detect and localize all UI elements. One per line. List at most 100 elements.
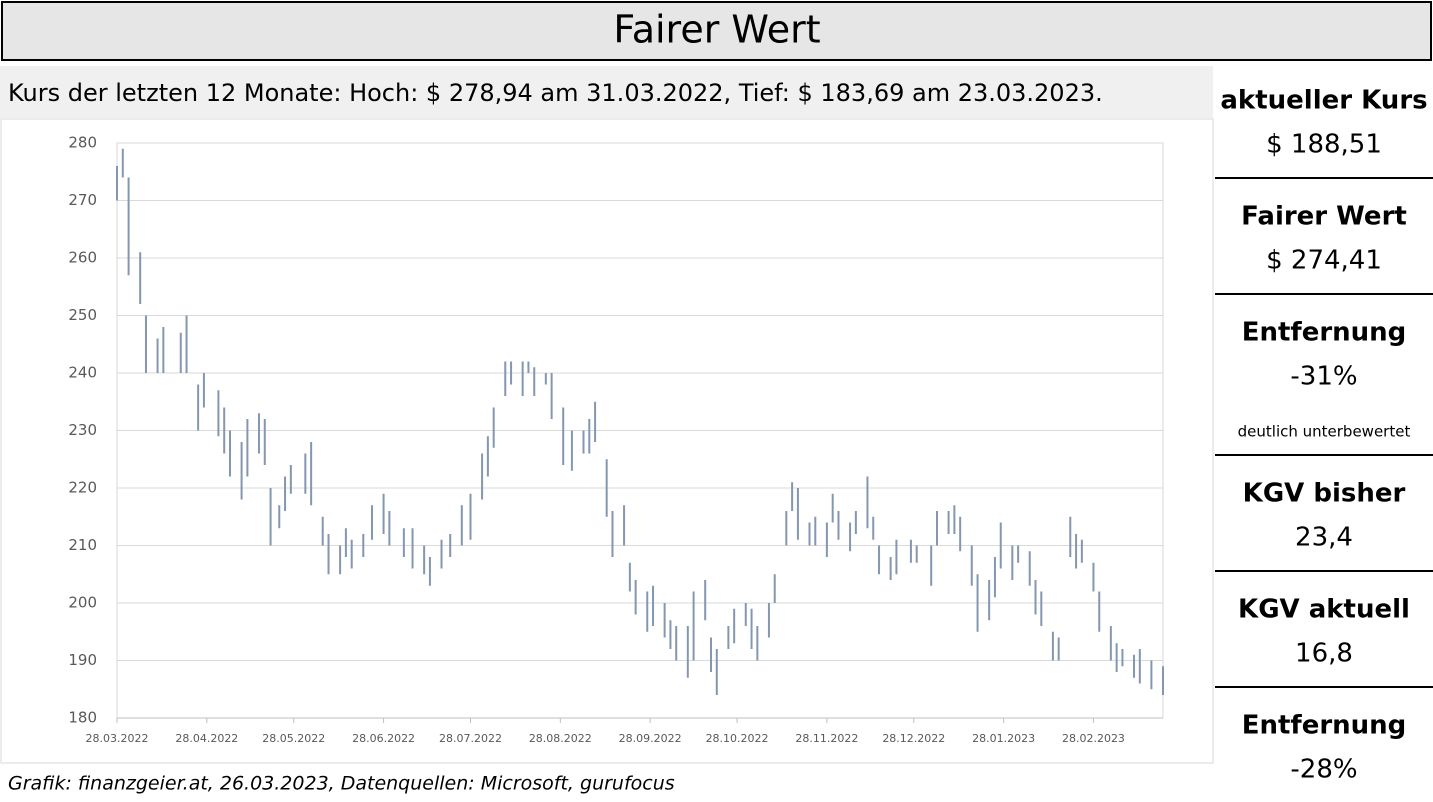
x-tick-label: 28.03.2022 (86, 732, 149, 745)
range-bar (785, 511, 788, 546)
range-bar (959, 516, 962, 552)
range-bar (872, 516, 875, 540)
range-bar (947, 511, 950, 534)
range-bar (350, 539, 353, 569)
range-bar (878, 545, 881, 575)
range-bar (179, 332, 182, 373)
range-bar (402, 528, 405, 557)
y-tick-label: 280 (68, 134, 97, 152)
panel-value: -31% (1290, 362, 1357, 392)
range-bar (411, 528, 414, 569)
range-bar (240, 442, 243, 500)
range-bar (1150, 660, 1153, 690)
range-bar (202, 373, 205, 408)
range-bar (808, 522, 811, 546)
range-bar (144, 315, 147, 373)
x-tick-label: 28.05.2022 (262, 732, 325, 745)
y-tick-label: 240 (68, 364, 97, 382)
range-bar (544, 373, 547, 385)
panel-label: KGV aktuell (1238, 595, 1410, 625)
x-tick-label: 28.12.2022 (882, 732, 945, 745)
x-tick-label: 28.09.2022 (619, 732, 682, 745)
title-box (1, 1, 1432, 61)
range-bar (504, 361, 507, 396)
range-bar (767, 603, 770, 638)
range-bar (1034, 580, 1037, 615)
range-bar (953, 505, 956, 534)
chart-frame (0, 118, 1214, 764)
range-bar (686, 626, 689, 678)
range-bar (344, 528, 347, 557)
range-bar (1069, 516, 1072, 557)
range-bar (930, 545, 933, 586)
panel-label: Entfernung (1242, 318, 1407, 348)
range-bar (588, 419, 591, 454)
range-bar (327, 534, 330, 575)
range-bar (527, 361, 530, 373)
range-bar (837, 511, 840, 540)
range-bar (915, 545, 918, 563)
x-tick-label: 28.10.2022 (706, 732, 769, 745)
range-bar (460, 505, 463, 546)
y-tick-label: 210 (68, 536, 97, 554)
range-bar (278, 505, 281, 529)
panel-value: -28% (1290, 755, 1357, 785)
range-bar (284, 476, 287, 511)
range-bar (223, 407, 226, 454)
range-bar (185, 315, 188, 373)
range-bar (382, 493, 385, 534)
range-bar (814, 516, 817, 546)
x-tick-label: 28.02.2023 (1062, 732, 1125, 745)
y-tick-label: 270 (68, 191, 97, 209)
range-bar (362, 534, 365, 557)
range-bar (692, 591, 695, 661)
y-tick-label: 260 (68, 249, 97, 267)
range-bar (849, 522, 852, 552)
range-bar (269, 488, 272, 546)
range-bar (550, 373, 553, 419)
range-bar (993, 557, 996, 598)
range-bar (1040, 591, 1043, 626)
range-bar (1075, 534, 1078, 569)
title: Fairer Wert (613, 8, 820, 52)
range-bar (727, 626, 730, 649)
range-bar (162, 327, 165, 373)
range-bar (156, 338, 159, 373)
y-tick-label: 220 (68, 479, 97, 497)
x-tick-label: 28.01.2023 (972, 732, 1035, 745)
range-bar (533, 367, 536, 396)
panel-value: 23,4 (1295, 523, 1353, 553)
range-bar (1057, 637, 1060, 661)
subtitle: Kurs der letzten 12 Monate: Hoch: $ 278,… (8, 79, 1103, 107)
range-bar (217, 390, 220, 437)
range-bar (1098, 591, 1101, 632)
range-bar (709, 637, 712, 672)
range-bar (1121, 649, 1124, 667)
range-bar (866, 476, 869, 529)
range-bar (988, 580, 991, 621)
range-bar (304, 453, 307, 494)
range-bar (121, 148, 124, 178)
x-tick-label: 28.06.2022 (352, 732, 415, 745)
range-bar (1011, 545, 1014, 580)
range-bar (388, 511, 391, 546)
range-bar (570, 430, 573, 471)
range-bar (289, 465, 292, 494)
range-bar (1017, 545, 1020, 563)
range-bar (970, 545, 973, 586)
range-bar (1115, 643, 1118, 672)
range-bar (1080, 539, 1083, 563)
y-tick-label: 200 (68, 594, 97, 612)
range-bar (1028, 551, 1031, 586)
range-bar (492, 407, 495, 448)
range-bar (469, 493, 472, 540)
x-tick-label: 28.04.2022 (175, 732, 238, 745)
range-bar (594, 401, 597, 442)
range-bar (440, 539, 443, 569)
range-bar (831, 493, 834, 523)
range-bar (310, 442, 313, 506)
range-bar (449, 534, 452, 557)
range-bar (510, 361, 513, 385)
range-bar (976, 574, 979, 632)
range-bar (628, 562, 631, 592)
